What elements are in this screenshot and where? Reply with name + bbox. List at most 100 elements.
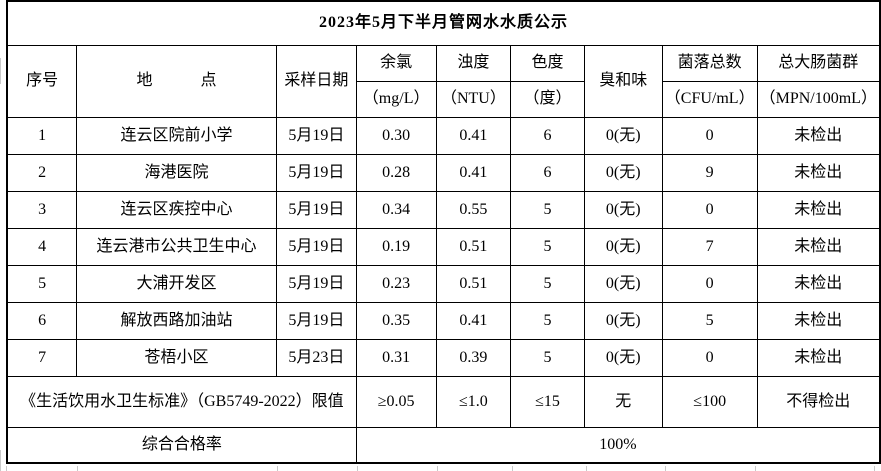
pass-rate-row: 综合合格率 100% [6,426,881,464]
cell-date: 5月19日 [275,116,357,155]
cell-turbidity: 0.55 [435,190,512,229]
cell-no: 2 [6,153,78,192]
col-header-turbidity: 浊度 [435,44,512,82]
header-row-units: （mg/L） （NTU） （度） （CFU/mL） （MPN/100mL） [7,80,881,118]
col-header-residual-chlorine: 余氯 [355,44,437,82]
gridline [755,466,756,471]
cell-chroma: 5 [510,190,585,229]
gridline [0,58,1,84]
cell-location: 解放西路加油站 [76,301,277,340]
unit-coliform: （MPN/100mL） [756,80,881,118]
cell-chroma: 5 [510,227,585,266]
cell-coliform: 未检出 [756,338,881,377]
cell-location: 连云区疾控中心 [76,190,277,229]
water-quality-table: 2023年5月下半月管网水水质公示 序号 地 点 采样日期 余氯 浊度 色度 臭… [6,0,881,464]
cell-odor: 0(无) [583,338,663,377]
limit-colony: ≤100 [661,375,758,428]
cell-colony: 0 [661,338,758,377]
gridline [437,466,438,471]
cell-date: 5月19日 [275,301,357,340]
cell-turbidity: 0.41 [435,153,512,192]
cell-colony: 0 [661,190,758,229]
cell-chlorine: 0.23 [355,264,437,303]
table-row: 3 连云区疾控中心 5月19日 0.34 0.55 5 0(无) 0 未检出 [6,190,881,229]
col-header-location: 地 点 [76,44,277,118]
cell-location: 大浦开发区 [76,264,277,303]
cell-chlorine: 0.19 [355,227,437,266]
table-row: 7 苍梧小区 5月23日 0.31 0.39 5 0(无) 0 未检出 [6,338,881,377]
cell-colony: 0 [661,264,758,303]
gridline [665,466,666,471]
table-row: 2 海港医院 5月19日 0.28 0.41 6 0(无) 9 未检出 [6,153,881,192]
cell-colony: 0 [661,116,758,155]
cell-date: 5月19日 [275,190,357,229]
cell-coliform: 未检出 [756,264,881,303]
cell-odor: 0(无) [583,190,663,229]
cell-no: 4 [6,227,78,266]
cell-no: 6 [6,301,78,340]
pass-rate-label: 综合合格率 [6,426,357,464]
cell-date: 5月19日 [275,153,357,192]
cell-chroma: 5 [510,338,585,377]
gridline [77,466,78,471]
cell-turbidity: 0.41 [435,301,512,340]
col-header-sample-date: 采样日期 [275,44,357,118]
pass-rate-value: 100% [355,426,881,464]
cell-turbidity: 0.51 [435,227,512,266]
cell-location: 连云港市公共卫生中心 [76,227,277,266]
cell-no: 3 [6,190,78,229]
cell-turbidity: 0.41 [435,116,512,155]
col-header-chroma: 色度 [510,44,585,82]
cell-odor: 0(无) [583,264,663,303]
gridline [512,466,513,471]
gridline [0,450,1,471]
page-title: 2023年5月下半月管网水水质公示 [6,0,881,46]
cell-colony: 5 [661,301,758,340]
cell-coliform: 未检出 [756,227,881,266]
limit-chlorine: ≥0.05 [355,375,437,428]
cell-chroma: 5 [510,301,585,340]
unit-chroma: （度） [510,80,585,118]
cell-odor: 0(无) [583,116,663,155]
cell-date: 5月19日 [275,227,357,266]
unit-turbidity: （NTU） [435,80,512,118]
cell-no: 5 [6,264,78,303]
table-row: 4 连云港市公共卫生中心 5月19日 0.19 0.51 5 0(无) 7 未检… [6,227,881,266]
limit-turbidity: ≤1.0 [435,375,512,428]
table-row: 5 大浦开发区 5月19日 0.23 0.51 5 0(无) 0 未检出 [6,264,881,303]
header-row-top: 序号 地 点 采样日期 余氯 浊度 色度 臭和味 菌落总数 总大肠菌群 [6,44,881,118]
cell-chlorine: 0.34 [355,190,437,229]
cell-date: 5月19日 [275,264,357,303]
cell-date: 5月23日 [275,338,357,377]
gridline [586,466,587,471]
table-row: 6 解放西路加油站 5月19日 0.35 0.41 5 0(无) 5 未检出 [6,301,881,340]
cell-chroma: 6 [510,116,585,155]
gridline [277,466,278,471]
col-header-coliform: 总大肠菌群 [756,44,881,82]
gridline [874,466,875,471]
cell-no: 7 [6,338,78,377]
cell-location: 连云区院前小学 [76,116,277,155]
cell-odor: 0(无) [583,153,663,192]
cell-chlorine: 0.35 [355,301,437,340]
col-header-odor: 臭和味 [583,44,663,118]
cell-colony: 9 [661,153,758,192]
cell-coliform: 未检出 [756,190,881,229]
unit-residual-chlorine: （mg/L） [355,80,437,118]
cell-turbidity: 0.39 [435,338,512,377]
limit-odor: 无 [583,375,663,428]
cell-turbidity: 0.51 [435,264,512,303]
limit-chroma: ≤15 [510,375,585,428]
gridline [357,466,358,471]
cell-location: 海港医院 [76,153,277,192]
cell-chroma: 5 [510,264,585,303]
cell-chlorine: 0.30 [355,116,437,155]
cell-chlorine: 0.28 [355,153,437,192]
cell-location: 苍梧小区 [76,338,277,377]
cell-no: 1 [6,116,78,155]
standard-limits-label: 《生活饮用水卫生标准》（GB5749-2022）限值 [6,375,357,428]
table-row: 1 连云区院前小学 5月19日 0.30 0.41 6 0(无) 0 未检出 [6,116,881,155]
cell-chroma: 6 [510,153,585,192]
limit-coliform: 不得检出 [756,375,881,428]
